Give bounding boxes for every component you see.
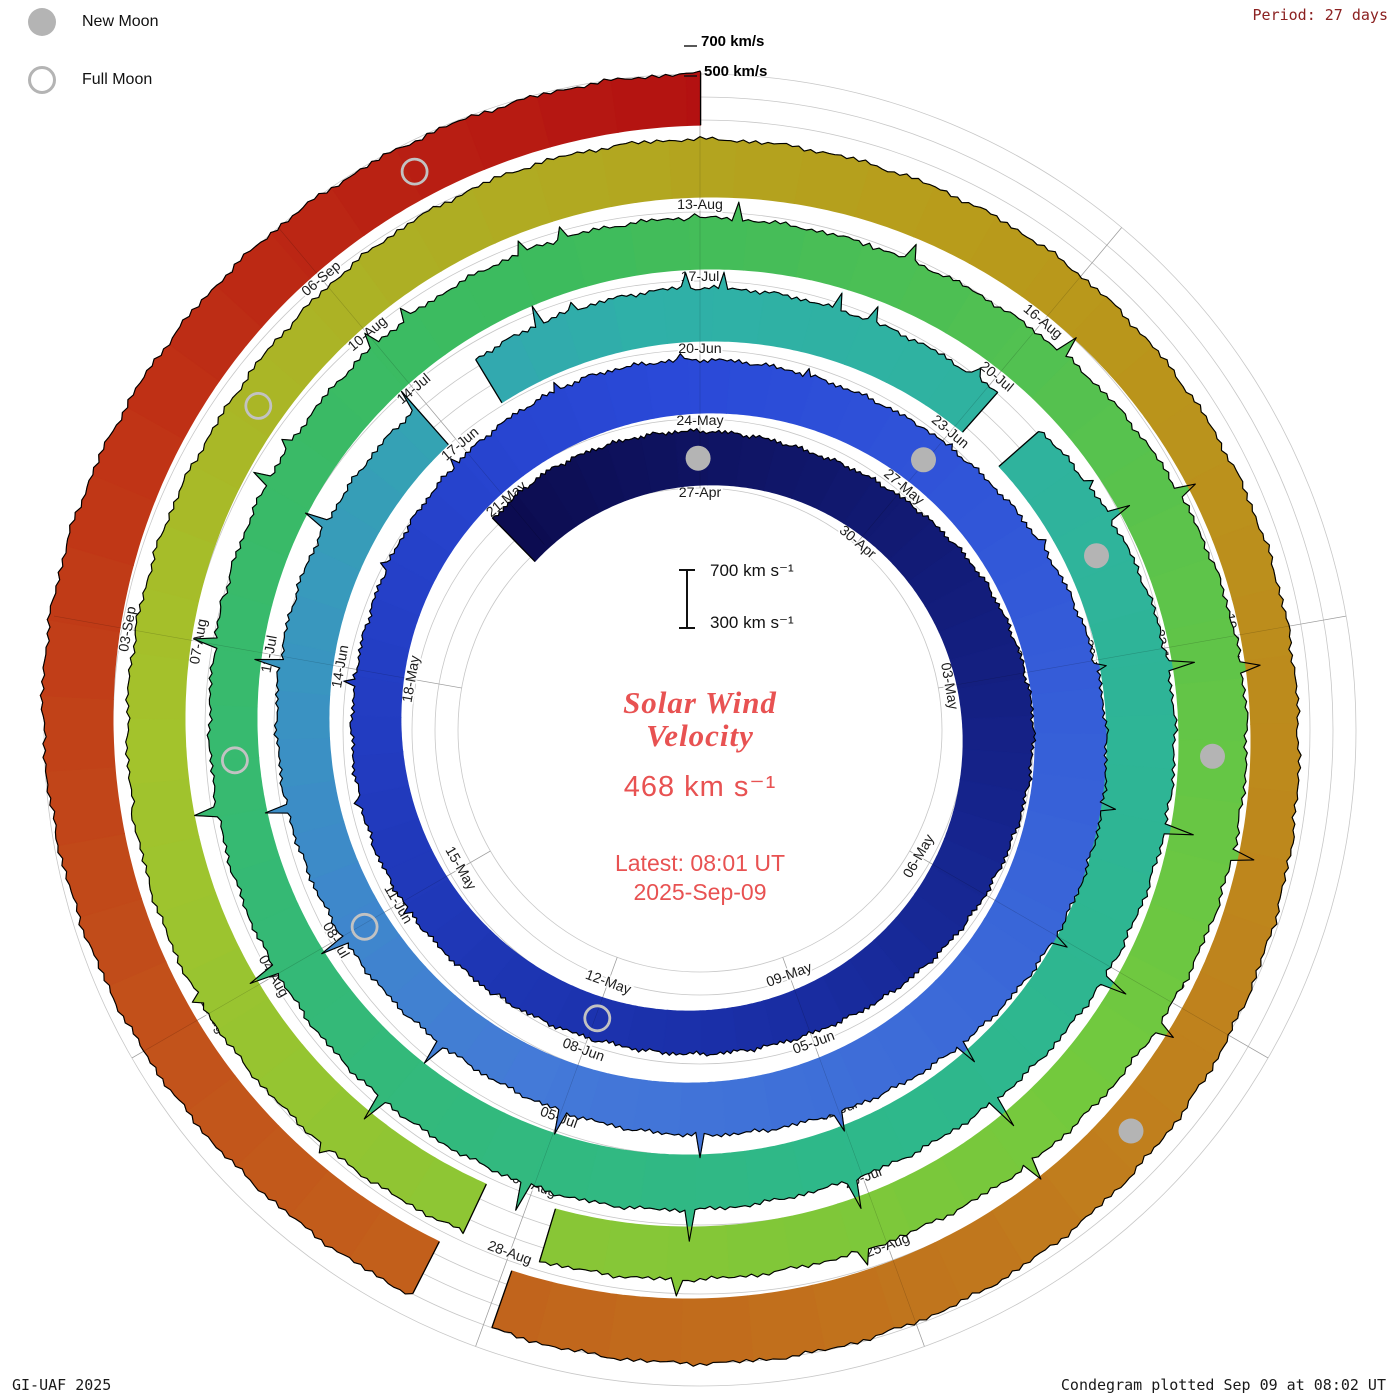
- legend-item-new-moon: New Moon: [28, 6, 158, 38]
- spiral-end-cap: [412, 1241, 440, 1294]
- new-moon-marker: [1118, 1118, 1144, 1144]
- latest-date-label: 2025-Sep-09: [633, 878, 767, 905]
- spiral-band-segment: [629, 217, 691, 276]
- spiral-band-segment: [600, 139, 673, 208]
- new-moon-label: New Moon: [82, 13, 159, 30]
- grid-spoke-overlay: [855, 227, 1122, 545]
- spiral-band-segment: [645, 352, 691, 419]
- scale-bar-line: [686, 570, 688, 628]
- new-moon-marker: [911, 447, 936, 473]
- velocity-scale-bar: 700 km s⁻¹ 300 km s⁻¹: [670, 561, 860, 654]
- grid-spoke-overlay: [782, 957, 925, 1347]
- spiral-end-cap: [475, 359, 503, 404]
- spiral-outer-edge: [475, 271, 999, 393]
- spiral-band-segment: [661, 1009, 701, 1056]
- spiral-end-cap: [400, 390, 449, 445]
- spiral-end-cap: [962, 391, 999, 433]
- moon-legend: New Moon Full Moon: [28, 6, 158, 122]
- scale-bar-cap-bottom: [679, 627, 695, 629]
- spiral-band-segment: [668, 136, 738, 199]
- center-annotation: Solar Wind Velocity 468 km s⁻¹ Latest: 0…: [0, 686, 1400, 906]
- chart-title-line2: Velocity: [646, 718, 754, 754]
- date-label: 17-Jul: [681, 269, 720, 285]
- spiral-band-segment: [742, 219, 807, 278]
- latest-time-label: Latest: 08:01 UT: [614, 849, 786, 876]
- grid-spoke-overlay: [938, 615, 1347, 689]
- spiral-end-cap: [998, 431, 1039, 467]
- spiral-band-segment: [694, 1150, 751, 1211]
- grid-spoke-overlay: [53, 615, 462, 689]
- full-moon-marker: [400, 157, 429, 186]
- new-moon-icon: [28, 8, 56, 36]
- spiral-end-cap: [538, 1208, 557, 1263]
- current-velocity-value: 468 km s⁻¹: [623, 770, 777, 803]
- spiral-band-segment: [601, 1220, 670, 1281]
- grid-spoke-overlay: [278, 227, 545, 545]
- grid-spokes-overlay: [53, 74, 1347, 1347]
- new-moon-marker: [1200, 743, 1225, 769]
- top-axis-500-label: 500 km/s: [704, 63, 768, 80]
- plotted-timestamp: Condegram plotted Sep 09 at 08:02 UT: [1060, 1376, 1386, 1394]
- moon-markers: [220, 157, 1225, 1144]
- full-moon-marker: [220, 746, 249, 775]
- full-moon-icon: [28, 66, 56, 94]
- date-label: 24-May: [676, 413, 724, 429]
- legend-item-full-moon: Full Moon: [28, 64, 158, 96]
- spiral-outer-edge: [254, 353, 1117, 1159]
- new-moon-marker: [685, 445, 711, 471]
- scale-bar-300-label: 300 km s⁻¹: [710, 613, 794, 632]
- chart-title-line1: Solar Wind: [623, 685, 777, 720]
- spiral-band-segment: [687, 358, 732, 415]
- spiral-band-segment: [732, 139, 805, 205]
- new-moon-marker: [1084, 543, 1109, 569]
- full-moon-marker: [244, 391, 273, 420]
- spiral-end-cap: [491, 1270, 513, 1328]
- spiral-end-cap: [462, 1183, 487, 1234]
- spiral-band-segment: [685, 70, 702, 127]
- spiral-band-segment: [746, 1284, 826, 1363]
- spiral-band-segment: [612, 288, 669, 352]
- grid-spoke-overlay: [475, 957, 618, 1347]
- credit-label: GI-UAF 2025: [12, 1376, 112, 1394]
- full-moon-marker: [350, 912, 379, 941]
- spiral-end-cap: [491, 517, 536, 562]
- spiral-outer-edge: [124, 136, 1302, 1367]
- date-label: 20-Jun: [678, 341, 721, 357]
- top-axis-700-label: 700 km/s: [701, 33, 765, 50]
- period-label: Period: 27 days: [1252, 6, 1388, 24]
- spiral-band-segment: [725, 1217, 792, 1279]
- date-label: 27-Apr: [679, 485, 722, 501]
- spiral-band-segment: [606, 1293, 683, 1365]
- spiral-band-segment: [699, 1007, 738, 1057]
- grid-spoke-overlay: [909, 850, 1269, 1059]
- spiral-trace: [39, 70, 1302, 1367]
- top-axis-ticks: [684, 45, 697, 77]
- full-moon-label: Full Moon: [82, 71, 153, 88]
- spiral-band-segment: [536, 78, 619, 148]
- spiral-band-segment: [679, 1295, 754, 1367]
- spiral-band-segment: [610, 72, 688, 133]
- date-label: 13-Aug: [677, 197, 723, 213]
- full-moon-marker: [583, 1004, 612, 1033]
- spiral-outer-edge: [39, 70, 702, 1295]
- spiral-outer-edge: [192, 201, 1261, 1297]
- grid-spoke-overlay: [131, 850, 491, 1059]
- spiral-band-segment: [664, 1225, 730, 1298]
- scale-bar-700-label: 700 km s⁻¹: [710, 561, 794, 580]
